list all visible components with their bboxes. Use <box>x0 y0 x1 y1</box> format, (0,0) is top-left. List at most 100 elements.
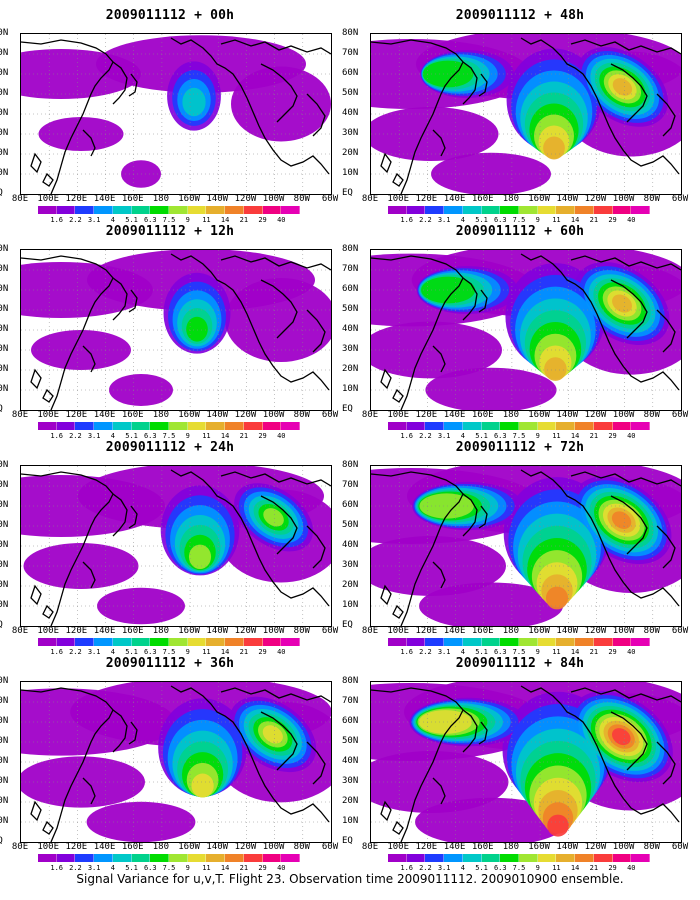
colorbar-swatch <box>262 206 282 214</box>
coastline <box>610 63 648 123</box>
longitude-label: 160E <box>121 842 144 852</box>
colorbar-swatch <box>112 854 132 862</box>
longitude-label: 100W <box>612 842 635 852</box>
longitude-label: 80W <box>643 194 660 204</box>
colorbar-label: 1.6 <box>50 432 64 440</box>
colorbar-swatch <box>425 854 445 862</box>
colorbar-label: 2.2 <box>69 432 82 440</box>
latitude-label: 60N <box>342 284 359 294</box>
coastline <box>462 61 478 105</box>
colorbar-label: 11 <box>552 432 561 440</box>
colorbar-label: 29 <box>258 432 267 440</box>
variance-map <box>20 249 332 411</box>
longitude-label: 100W <box>612 194 635 204</box>
colorbar-label: 6.3 <box>493 648 507 656</box>
panel-title: 2009011112 + 60h <box>455 224 585 239</box>
map-panel: 2009011112 + 48h 80N 70N 60N 50N 40N 30N 20N 10N… <box>342 8 690 228</box>
longitude-label: 80W <box>293 194 310 204</box>
latitude-label: 30N <box>0 560 9 570</box>
colorbar-swatch <box>593 206 613 214</box>
colorbar-label: 14 <box>220 216 230 224</box>
colorbar-label: 11 <box>202 864 211 872</box>
longitude-label: 120E <box>415 842 438 852</box>
colorbar-swatch <box>187 854 207 862</box>
colorbar-swatch <box>169 206 188 214</box>
colorbar-swatch <box>481 422 501 430</box>
colorbar-swatch <box>206 206 226 214</box>
variance-contour <box>544 357 567 381</box>
colorbar-swatch <box>612 854 632 862</box>
longitude-label: 60W <box>671 194 689 204</box>
map-panel: 2009011112 + 12h 80N 70N 60N 50N 40N 30N 20N 10N… <box>0 224 340 444</box>
longitude-label: 160W <box>528 194 550 204</box>
coastline <box>42 820 54 835</box>
variance-contour <box>545 586 569 610</box>
figure-caption: Signal Variance for u,v,T. Flight 23. Ob… <box>76 872 624 886</box>
colorbar: 1.6 2.2 3.1 4 5.1 6.3 7.5 9 11 14 21 29 40 <box>388 854 651 878</box>
latitude-label: 20N <box>342 796 359 806</box>
coastline <box>170 37 330 175</box>
panel-title: 2009011112 + 84h <box>455 656 585 671</box>
longitude-label: 80W <box>643 410 660 420</box>
colorbar-label: 11 <box>552 216 561 224</box>
latitude-label: 40N <box>342 108 359 118</box>
longitude-label: 180 <box>502 626 520 636</box>
colorbar-label: 7.5 <box>162 648 176 656</box>
colorbar-label: 5.1 <box>475 432 488 440</box>
coastline <box>432 777 446 805</box>
coastline <box>112 709 128 753</box>
coastline <box>478 73 488 97</box>
coastline <box>220 471 331 487</box>
latitude-label: EQ <box>0 188 3 198</box>
colorbar-swatch <box>112 638 132 646</box>
coastline <box>392 604 404 619</box>
variance-map <box>370 33 682 195</box>
colorbar-swatch <box>612 638 632 646</box>
colorbar-label: 4 <box>110 216 115 224</box>
longitude-label: 80E <box>11 194 29 204</box>
latitude-label: 60N <box>342 68 359 78</box>
colorbar-label: 29 <box>258 864 267 872</box>
colorbar-swatches <box>388 854 651 862</box>
colorbar-swatch <box>94 422 113 430</box>
longitude-label: 160E <box>471 410 494 420</box>
colorbar-labels: 1.6 2.2 3.1 4 5.1 6.3 7.5 9 11 14 21 29 40 <box>38 862 300 872</box>
colorbar-swatch <box>444 854 463 862</box>
colorbar-label: 11 <box>202 648 211 656</box>
latitude-label: 20N <box>0 148 9 158</box>
longitude-label: 80E <box>361 626 379 636</box>
latitude-label: 80N <box>342 244 359 254</box>
coastline <box>42 172 54 187</box>
longitude-label: 60W <box>671 842 689 852</box>
latitude-label: 80N <box>0 676 9 686</box>
colorbar-labels: 1.6 2.2 3.1 4 5.1 6.3 7.5 9 11 14 21 29 40 <box>38 430 300 440</box>
map-plot <box>21 250 331 410</box>
latitude-label: 30N <box>342 128 359 138</box>
colorbar-label: 9 <box>185 216 190 224</box>
longitude-label: 140W <box>206 842 229 852</box>
variance-contour <box>611 728 631 746</box>
coastline <box>610 279 648 339</box>
latitude-label: EQ <box>0 836 3 846</box>
colorbar-swatch <box>262 854 282 862</box>
longitude-label: 140W <box>206 410 229 420</box>
variance-contour <box>421 276 476 304</box>
coastline <box>610 495 648 555</box>
colorbar-swatch <box>406 638 426 646</box>
colorbar-label: 6.3 <box>143 216 157 224</box>
colorbar-swatch <box>631 206 651 214</box>
latitude-label: 70N <box>0 264 9 274</box>
longitude-label: 160E <box>121 410 144 420</box>
colorbar-swatch <box>243 206 263 214</box>
colorbar-label: 4 <box>460 216 465 224</box>
colorbar-swatch <box>425 638 445 646</box>
colorbar-label: 14 <box>220 648 230 656</box>
colorbar-swatch <box>206 422 226 430</box>
coastline <box>30 368 42 390</box>
latitude-label: 70N <box>0 696 9 706</box>
colorbar-swatch <box>206 854 226 862</box>
coastline <box>112 493 128 537</box>
colorbar-label: 3.1 <box>437 216 451 224</box>
latitude-label: 80N <box>342 460 359 470</box>
colorbar-label: 29 <box>258 216 267 224</box>
